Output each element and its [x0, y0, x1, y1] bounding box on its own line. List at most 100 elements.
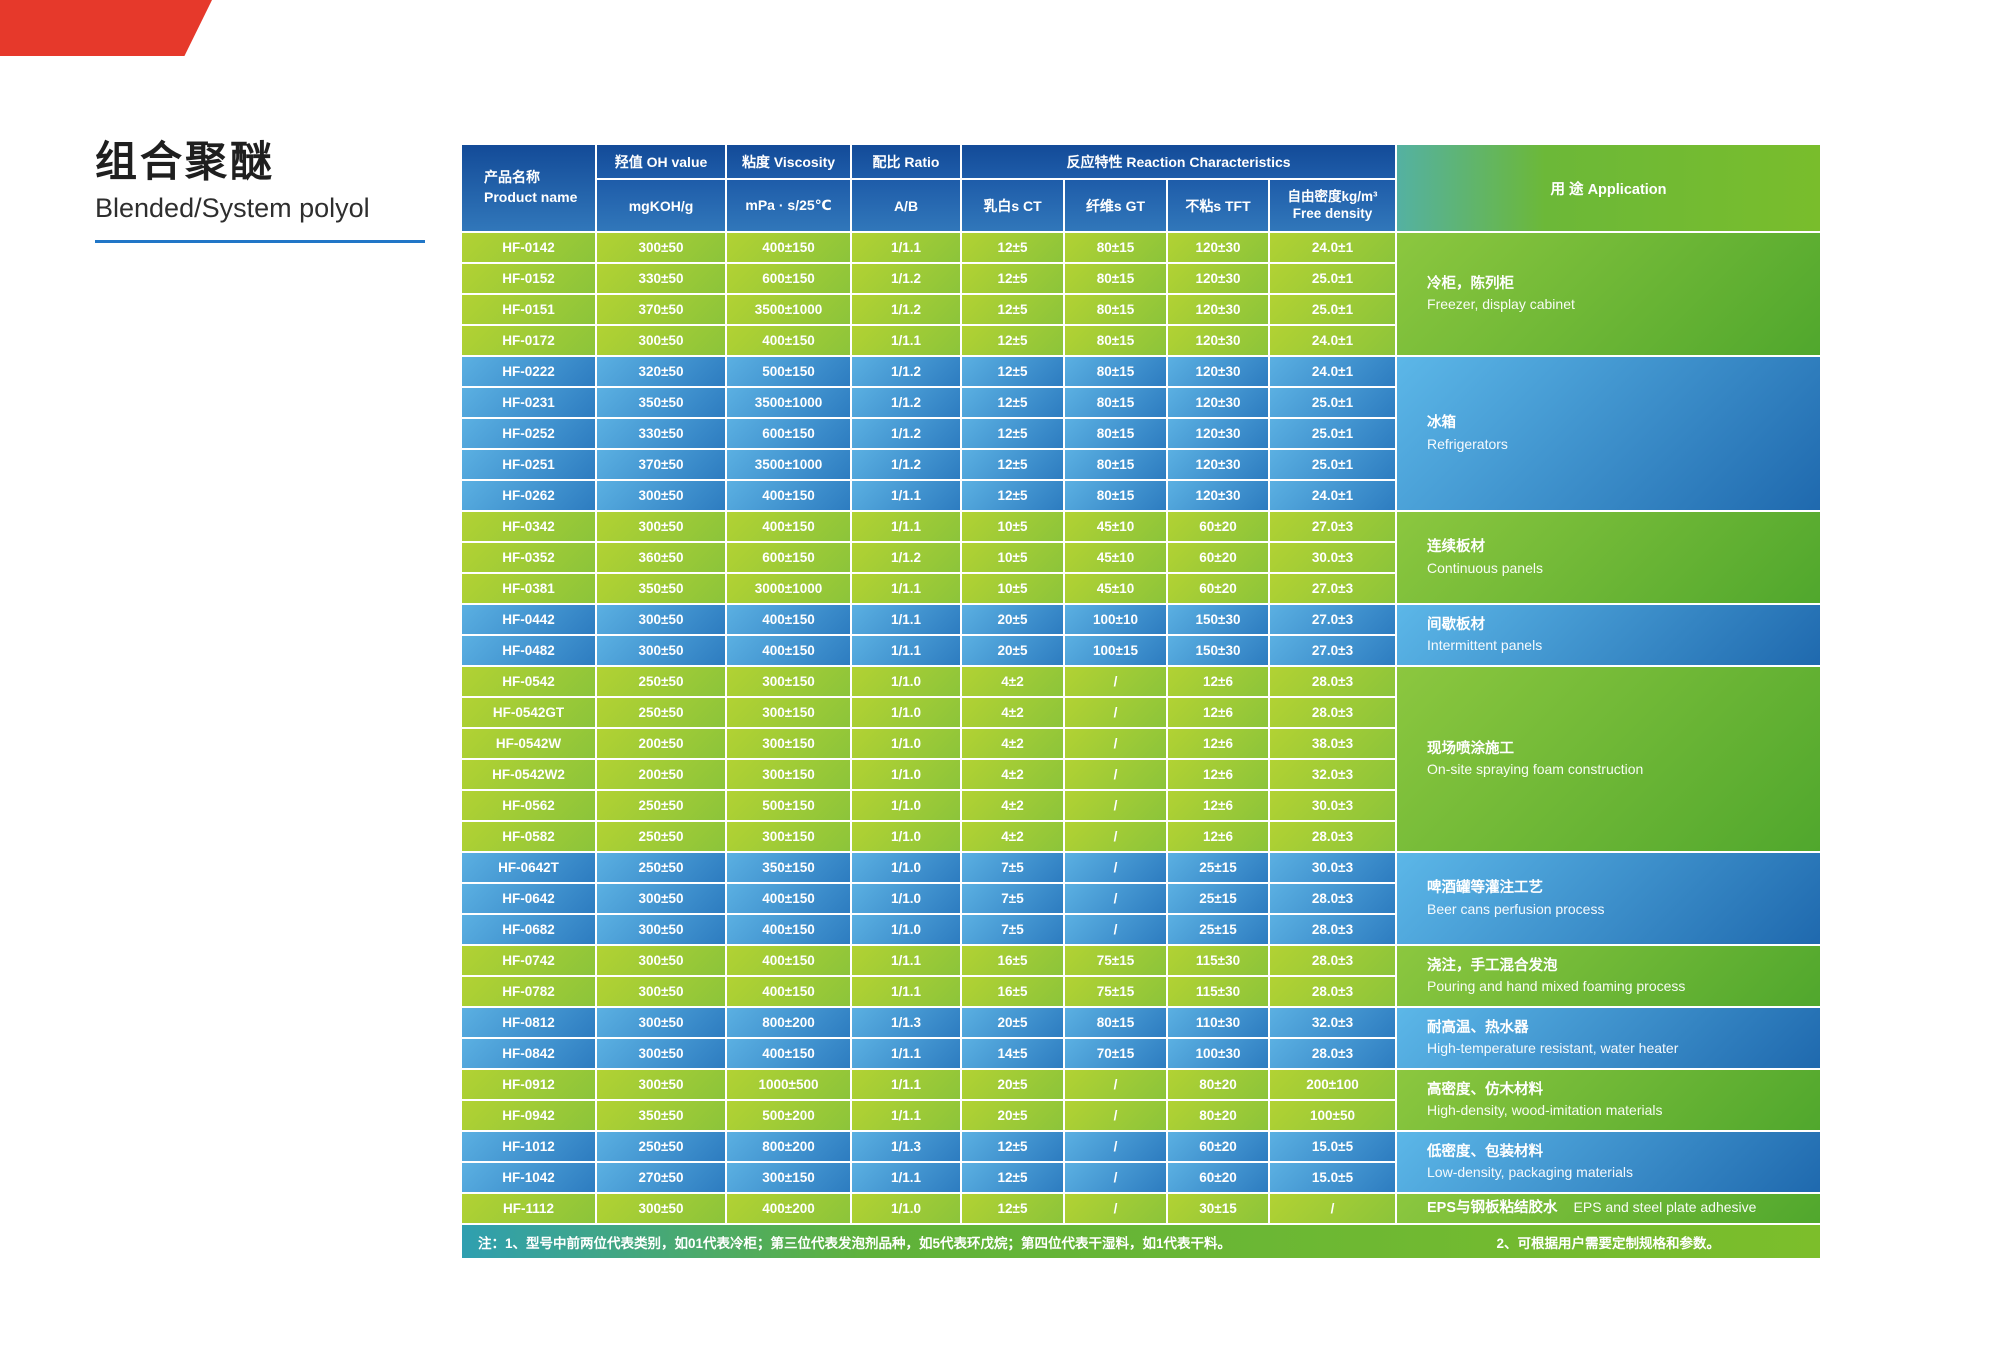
value-cell: 80±15 — [1063, 448, 1168, 481]
product-name-cell: HF-0342 — [460, 510, 597, 543]
value-cell: 200±50 — [595, 727, 727, 760]
value-cell: 100±50 — [1267, 1099, 1398, 1132]
application-cell: 耐高温、热水器 High-temperature resistant, water… — [1395, 1006, 1823, 1070]
value-cell: 1/1.0 — [850, 1192, 962, 1225]
application-en: Intermittent panels — [1427, 637, 1543, 654]
header-oh-unit: mgKOH/g — [595, 178, 727, 233]
value-cell: 600±150 — [725, 262, 852, 295]
value-cell: 1/1.2 — [850, 386, 962, 419]
application-en: High-temperature resistant, water heater — [1427, 1040, 1679, 1057]
header-viscosity-unit: mPa · s/25℃ — [725, 178, 852, 233]
value-cell: 370±50 — [595, 448, 727, 481]
table-footer: 注：1、型号中前两位代表类别，如01代表冷柜；第三位代表发泡剂品种，如5代表环戊… — [459, 1223, 1823, 1260]
value-cell: / — [1063, 1161, 1168, 1194]
header-cream-time: 乳白s CT — [960, 178, 1065, 233]
value-cell: 32.0±3 — [1267, 1006, 1398, 1039]
value-cell: 20±5 — [960, 603, 1065, 636]
application-en: Pouring and hand mixed foaming process — [1427, 978, 1686, 995]
value-cell: 80±20 — [1166, 1068, 1270, 1101]
table-row: HF-1042 270±50 300±150 1/1.1 12±5/60±20 15.0±… — [460, 1161, 1821, 1194]
application-zh: 耐高温、热水器 — [1427, 1019, 1529, 1036]
value-cell: 250±50 — [595, 820, 727, 853]
value-cell: 7±5 — [960, 851, 1065, 884]
page-subtitle: Blended/System polyol — [95, 193, 370, 224]
product-name-cell: HF-1042 — [460, 1161, 597, 1194]
value-cell: 12±6 — [1166, 758, 1270, 791]
table-header: 产品名称 Product name 羟值 OH value 粘度 Viscosi… — [460, 143, 1823, 233]
value-cell: 250±50 — [595, 1130, 727, 1163]
product-name-cell: HF-0782 — [460, 975, 597, 1008]
value-cell: 1/1.1 — [850, 324, 962, 357]
value-cell: 12±5 — [960, 1161, 1065, 1194]
value-cell: 1/1.1 — [850, 231, 962, 264]
value-cell: 800±200 — [725, 1130, 852, 1163]
value-cell: 10±5 — [960, 572, 1065, 605]
table-row: HF-0782 300±50 400±150 1/1.1 16±5 75±15 115±30… — [460, 975, 1821, 1008]
value-cell: 1/1.1 — [850, 572, 962, 605]
value-cell: 60±20 — [1166, 541, 1270, 574]
value-cell: 1/1.1 — [850, 944, 962, 977]
value-cell: / — [1063, 1099, 1168, 1132]
value-cell: 30.0±3 — [1267, 851, 1398, 884]
value-cell: 12±5 — [960, 324, 1065, 357]
value-cell: 28.0±3 — [1267, 913, 1398, 946]
value-cell: 80±15 — [1063, 417, 1168, 450]
value-cell: 60±20 — [1166, 572, 1270, 605]
value-cell: 1/1.1 — [850, 1037, 962, 1070]
value-cell: 350±50 — [595, 386, 727, 419]
product-name-cell: HF-0642T — [460, 851, 597, 884]
product-name-cell: HF-0582 — [460, 820, 597, 853]
value-cell: 1000±500 — [725, 1068, 852, 1101]
value-cell: 350±150 — [725, 851, 852, 884]
table-row: HF-0912 300±50 1000±500 1/1.1 20±5/80±20 200±… — [460, 1068, 1823, 1132]
value-cell: / — [1063, 696, 1168, 729]
note-bar: 注：1、型号中前两位代表类别，如01代表冷柜；第三位代表发泡剂品种，如5代表环戊… — [459, 1223, 1823, 1260]
value-cell: 300±150 — [725, 696, 852, 729]
value-cell: / — [1063, 1130, 1168, 1163]
value-cell: 25±15 — [1166, 913, 1270, 946]
value-cell: 330±50 — [595, 417, 727, 450]
application-cell: 间歇板材 Intermittent panels — [1395, 603, 1823, 667]
value-cell: 1/1.1 — [850, 603, 962, 636]
value-cell: 300±50 — [595, 634, 727, 667]
application-cell: 连续板材 Continuous panels — [1395, 510, 1823, 605]
value-cell: 12±5 — [960, 417, 1065, 450]
application-en: On-site spraying foam construction — [1427, 761, 1644, 778]
value-cell: 28.0±3 — [1267, 882, 1398, 915]
application-cell: 啤酒罐等灌注工艺 Beer cans perfusion process — [1395, 851, 1823, 946]
table-row: HF-0542W 200±50 300±150 1/1.0 4±2/12±6 38.0±3 — [460, 727, 1821, 760]
value-cell: 70±15 — [1063, 1037, 1168, 1070]
application-cell: 浇注，手工混合发泡 Pouring and hand mixed foaming … — [1395, 944, 1823, 1008]
value-cell: / — [1063, 665, 1168, 698]
application-cell: 低密度、包装材料 Low-density, packaging materials — [1395, 1130, 1823, 1194]
value-cell: 1/1.1 — [850, 634, 962, 667]
value-cell: 12±6 — [1166, 665, 1270, 698]
table-row: HF-0812 300±50 800±200 1/1.3 20±5 80±15 110±30… — [460, 1006, 1823, 1070]
value-cell: 1/1.0 — [850, 851, 962, 884]
value-cell: 3500±1000 — [725, 448, 852, 481]
value-cell: 12±5 — [960, 231, 1065, 264]
value-cell: 12±5 — [960, 479, 1065, 512]
value-cell: 300±50 — [595, 975, 727, 1008]
value-cell: 600±150 — [725, 417, 852, 450]
value-cell: 1/1.2 — [850, 448, 962, 481]
table-row: HF-0542 250±50 300±150 1/1.0 4±2/12±6 28.0±3 现… — [460, 665, 1823, 853]
application-en: EPS and steel plate adhesive — [1573, 1198, 1757, 1215]
value-cell: 1/1.1 — [850, 1068, 962, 1101]
application-zh: 冰箱 — [1427, 415, 1457, 432]
application-en: Continuous panels — [1427, 559, 1543, 576]
table-row: HF-0252 330±50 600±150 1/1.2 12±5 80±15 120±30… — [460, 417, 1821, 450]
value-cell: 4±2 — [960, 820, 1065, 853]
application-en: Refrigerators — [1427, 435, 1508, 452]
application-zh: 低密度、包装材料 — [1427, 1143, 1544, 1160]
value-cell: 1/1.2 — [850, 541, 962, 574]
table-row: HF-0151 370±50 3500±1000 1/1.2 12±5 80±15 120±… — [460, 293, 1821, 326]
value-cell: 4±2 — [960, 696, 1065, 729]
value-cell: 27.0±3 — [1267, 572, 1398, 605]
value-cell: / — [1267, 1192, 1398, 1225]
value-cell: 1/1.0 — [850, 727, 962, 760]
table-row: HF-0542GT 250±50 300±150 1/1.0 4±2/12±6 28.0±… — [460, 696, 1821, 729]
table-row: HF-0222 320±50 500±150 1/1.2 12±5 80±15 120±30… — [460, 355, 1823, 512]
value-cell: 500±150 — [725, 355, 852, 388]
value-cell: 75±15 — [1063, 975, 1168, 1008]
